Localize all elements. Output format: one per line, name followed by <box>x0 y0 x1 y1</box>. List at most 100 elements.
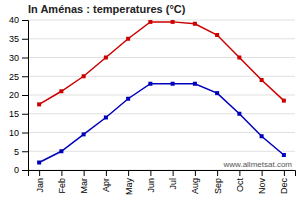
y-tick-mark <box>22 39 28 40</box>
grid-line <box>28 76 295 77</box>
y-tick-label: 15 <box>9 109 19 119</box>
x-axis-line <box>29 171 296 177</box>
marker <box>260 78 264 82</box>
y-tick: 35 <box>9 34 28 44</box>
y-tick-label: 10 <box>9 128 19 138</box>
x-tick-label: Dec <box>279 178 289 195</box>
line <box>39 22 284 105</box>
marker <box>193 82 197 86</box>
x-axis: Jan Feb Mar Apr May Jun Jul Aug Sep Oct Nov Dec <box>29 170 296 195</box>
x-tick: Dec <box>279 170 289 194</box>
y-tick: 40 <box>9 15 28 25</box>
marker <box>126 37 130 41</box>
marker <box>171 82 175 86</box>
x-tick-label: Jul <box>168 178 178 190</box>
line <box>39 84 284 163</box>
x-tick-mark <box>106 170 107 176</box>
x-tick-mark <box>284 170 285 176</box>
x-tick-label: Jan <box>35 178 45 193</box>
x-tick-mark <box>195 170 196 176</box>
y-tick-mark <box>22 58 28 59</box>
x-tick-label: Nov <box>257 178 267 195</box>
title: In Aménas : temperatures (°C) <box>28 3 186 15</box>
grid-line <box>28 113 295 114</box>
x-tick: Oct <box>235 170 245 192</box>
x-tick-label: Sep <box>213 178 223 194</box>
grid-line <box>28 38 295 39</box>
x-tick: Nov <box>257 170 267 194</box>
x-tick-mark <box>150 170 151 176</box>
x-tick-mark <box>84 170 85 176</box>
x-tick-mark <box>239 170 240 176</box>
y-tick: 25 <box>9 72 28 82</box>
y-tick-mark <box>22 20 28 21</box>
y-tick-mark <box>22 170 28 171</box>
marker <box>215 91 219 95</box>
y-tick-mark <box>22 114 28 115</box>
marker <box>82 132 86 136</box>
marker <box>260 134 264 138</box>
marker <box>237 56 241 60</box>
x-tick: May <box>124 170 134 195</box>
y-tick: 0 <box>14 165 28 175</box>
x-tick-mark <box>128 170 129 176</box>
grid <box>28 20 295 170</box>
x-tick-mark <box>39 170 40 176</box>
x-tick: Jun <box>146 170 156 193</box>
marker <box>82 74 86 78</box>
y-tick-label: 0 <box>14 165 19 175</box>
marker <box>148 82 152 86</box>
x-tick-mark <box>61 170 62 176</box>
x-tick: Jul <box>168 170 178 190</box>
x-tick: Aug <box>190 170 200 194</box>
marker <box>104 116 108 120</box>
x-tick: Sep <box>213 170 223 194</box>
y-tick-mark <box>22 133 28 134</box>
y-tick-label: 5 <box>14 147 19 157</box>
y-tick: 30 <box>9 53 28 63</box>
marker <box>282 153 286 157</box>
marker <box>171 20 175 24</box>
y-tick: 5 <box>14 147 28 157</box>
y-axis: 0 5 10 15 20 25 30 35 40 <box>9 15 29 175</box>
y-tick-label: 40 <box>9 15 19 25</box>
x-tick-label: Aug <box>190 178 200 194</box>
marker <box>59 89 63 93</box>
plot-area: 0 5 10 15 20 25 30 35 40 Jan Feb Mar Apr May Jun Jul Aug… <box>9 15 296 195</box>
marker <box>282 99 286 103</box>
y-tick-mark <box>22 95 28 96</box>
grid-line <box>28 57 295 58</box>
series <box>37 82 286 165</box>
y-tick-label: 25 <box>9 72 19 82</box>
x-tick-mark <box>217 170 218 176</box>
marker <box>37 102 41 106</box>
x-tick: Apr <box>101 170 111 192</box>
marker <box>104 56 108 60</box>
y-tick-mark <box>22 151 28 152</box>
marker <box>148 20 152 24</box>
x-tick-label: May <box>124 178 134 196</box>
y-tick-label: 30 <box>9 53 19 63</box>
marker <box>37 161 41 165</box>
x-tick-mark <box>262 170 263 176</box>
x-tick-label: Apr <box>101 178 111 192</box>
y-tick: 15 <box>9 109 28 119</box>
x-tick-label: Mar <box>79 178 89 194</box>
series <box>37 20 286 106</box>
marker <box>126 97 130 101</box>
y-axis-line <box>22 21 29 171</box>
y-tick: 10 <box>9 128 28 138</box>
marker <box>215 33 219 37</box>
grid-line <box>28 132 295 133</box>
x-tick: Feb <box>57 170 67 194</box>
y-tick-label: 20 <box>9 90 19 100</box>
marker <box>237 112 241 116</box>
grid-line <box>28 95 295 96</box>
grid-line <box>28 20 295 21</box>
y-tick: 20 <box>9 90 28 100</box>
watermark: www.allmetsat.com <box>223 160 293 169</box>
x-tick: Jan <box>35 170 45 193</box>
x-tick: Mar <box>79 170 89 194</box>
x-tick-label: Oct <box>235 178 245 193</box>
x-tick-mark <box>173 170 174 176</box>
